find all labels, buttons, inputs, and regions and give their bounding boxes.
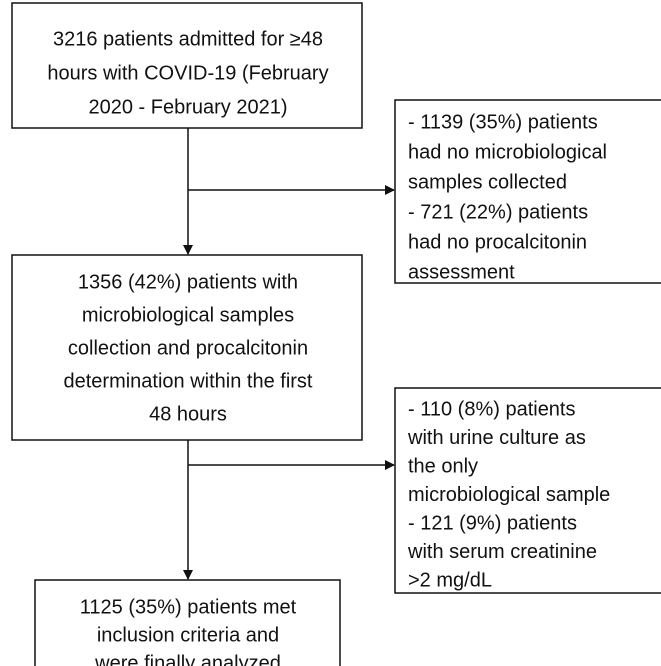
node-text: - 1139 (35%) patients bbox=[408, 111, 598, 133]
node-text: 48 hours bbox=[149, 403, 227, 425]
box bbox=[394, 387, 661, 594]
node-text: had no microbiological bbox=[408, 141, 607, 163]
box bbox=[11, 254, 363, 441]
node-text: with urine culture as bbox=[407, 427, 586, 449]
node-text: the only bbox=[408, 455, 478, 477]
node-text: microbiological sample bbox=[408, 484, 610, 506]
node-text: assessment bbox=[408, 261, 515, 283]
node-text: collection and procalcitonin bbox=[68, 337, 308, 359]
node-text: 2020 - February 2021) bbox=[88, 96, 287, 118]
node-text: 1125 (35%) patients met bbox=[80, 596, 297, 618]
node-text: - 110 (8%) patients bbox=[408, 398, 576, 420]
node-text: were finally analyzed bbox=[94, 652, 281, 666]
node-text: microbiological samples bbox=[82, 304, 294, 326]
node-text: inclusion criteria and bbox=[97, 624, 279, 646]
node-text: - 121 (9%) patients bbox=[408, 512, 577, 534]
node-text: >2 mg/dL bbox=[408, 569, 492, 591]
node-text: had no procalcitonin bbox=[408, 231, 587, 253]
box bbox=[394, 99, 661, 284]
box bbox=[34, 579, 341, 666]
box bbox=[11, 2, 363, 129]
node-text: samples collected bbox=[408, 171, 567, 193]
node-text: hours with COVID-19 (February bbox=[47, 62, 328, 84]
node-text: with serum creatinine bbox=[407, 541, 597, 563]
node-text: 3216 patients admitted for ≥48 bbox=[53, 28, 323, 50]
node-text: - 721 (22%) patients bbox=[408, 201, 588, 223]
node-text: determination within the first bbox=[63, 370, 312, 392]
node-text: 1356 (42%) patients with bbox=[78, 271, 298, 293]
